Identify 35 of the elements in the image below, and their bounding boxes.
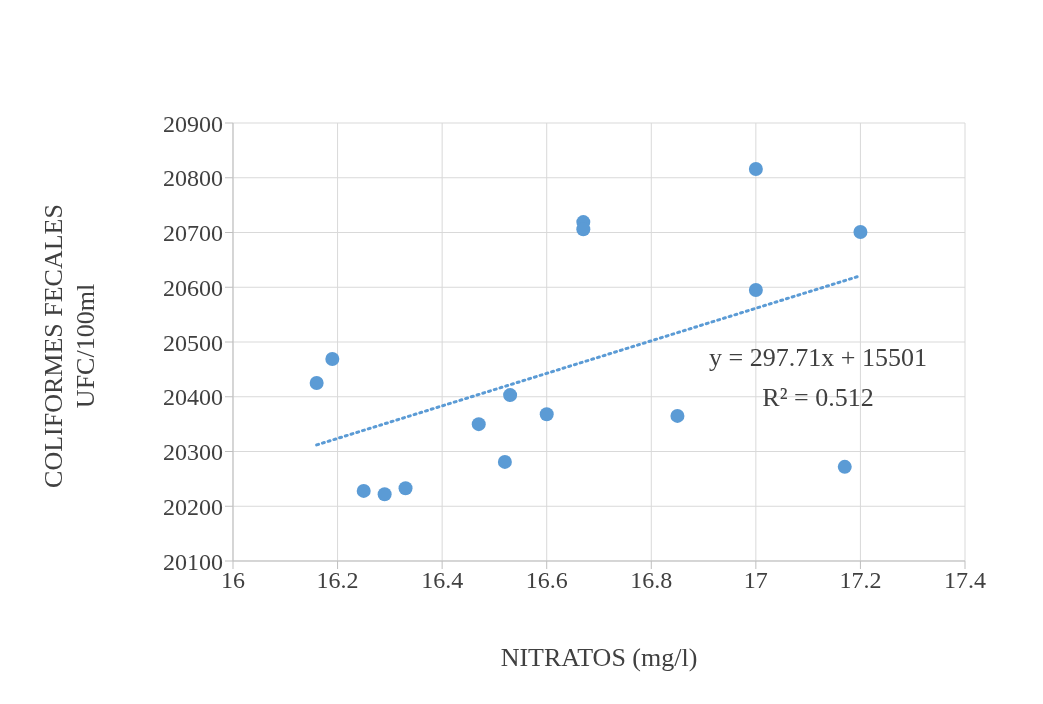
annotation: R² = 0.512 [761, 382, 875, 414]
point [748, 161, 763, 176]
point [853, 224, 868, 239]
x-tick-label: 17 [743, 567, 768, 594]
point [539, 407, 554, 422]
point [748, 282, 763, 297]
x-tick-label: 16.8 [630, 567, 673, 594]
annotation: y = 297.71x + 15501 [708, 342, 928, 374]
x-tick-label: 16.4 [421, 567, 464, 594]
y-tick-label: 20200 [163, 493, 223, 520]
y-axis-title: COLIFORMES FECALES UFC/100ml [38, 203, 100, 490]
x-tick-label: 17.2 [839, 567, 882, 594]
point [309, 376, 324, 391]
x-tick-label: 16.6 [525, 567, 568, 594]
point [377, 487, 392, 502]
y-tick-label: 20100 [163, 548, 223, 575]
point [837, 459, 852, 474]
point [670, 408, 685, 423]
point [497, 454, 512, 469]
y-tick-label: 20500 [163, 329, 223, 356]
x-tick-label: 16.2 [316, 567, 359, 594]
x-axis-title: NITRATOS (mg/l) [499, 643, 699, 673]
y-tick-label: 20400 [163, 384, 223, 411]
x-tick-label: 16 [221, 567, 245, 594]
y-tick-label: 20900 [163, 110, 223, 137]
y-tick-label: 20600 [163, 274, 223, 301]
point [503, 388, 518, 403]
point [398, 481, 413, 496]
point [471, 417, 486, 432]
y-tick-label: 20700 [163, 220, 223, 247]
y-tick-label: 20300 [163, 439, 223, 466]
y-tick-label: 20800 [163, 165, 223, 192]
x-tick-label: 17.4 [944, 567, 986, 594]
point [356, 483, 371, 498]
point [325, 351, 340, 366]
